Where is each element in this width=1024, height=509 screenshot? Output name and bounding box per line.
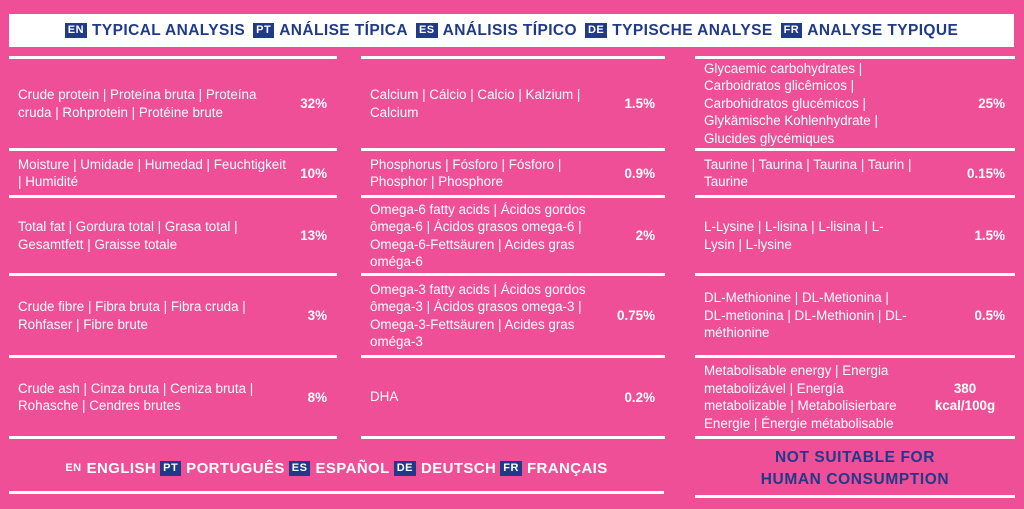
header-item-pt: PT ANÁLISE TÍPICA (253, 22, 408, 40)
nutrient-value: 0.2% (624, 389, 655, 405)
language-code-badge: DE (393, 461, 416, 476)
analysis-row: Calcium | Cálcio | Calcio | Kalzium | Ca… (361, 56, 665, 151)
nutrient-value: 1.5% (624, 96, 655, 111)
analysis-column-1: Crude protein | Proteína bruta | Proteín… (9, 56, 337, 439)
language-code-badge: DE (584, 23, 608, 38)
analysis-row: DL-Methionine | DL-Metionina | DL-metion… (695, 276, 1015, 358)
language-code-badge: PT (253, 23, 275, 38)
analysis-row: Glycaemic carbohydrates | Carboidratos g… (695, 56, 1015, 151)
nutrient-value: 1.5% (974, 228, 1005, 243)
analysis-row: Crude ash | Cinza bruta | Ceniza bruta |… (9, 358, 337, 439)
language-espanol: ES ESPAÑOL (288, 460, 390, 477)
nutrient-value: 0.15% (967, 165, 1005, 181)
nutrient-value: 380 kcal/100g (934, 381, 996, 413)
language-name: FRANÇAIS (526, 460, 608, 477)
nutrient-label: Moisture | Umidade | Humedad | Feuchtigk… (18, 156, 286, 190)
nutrient-value: 8% (307, 389, 327, 405)
language-code-badge: PT (160, 461, 182, 476)
analysis-column-3: Glycaemic carbohydrates | Carboidratos g… (695, 56, 1015, 439)
analysis-row: DHA 0.2% (361, 358, 665, 439)
analysis-row: Crude protein | Proteína bruta | Proteín… (9, 56, 337, 151)
nutrient-value: 3% (307, 308, 327, 323)
language-english: EN ENGLISH (65, 460, 156, 477)
header-item-en: EN TYPICAL ANALYSIS (64, 21, 246, 40)
analysis-row: Moisture | Umidade | Humedad | Feuchtigk… (9, 151, 337, 198)
analysis-row: L-Lysine | L-lisina | L-lisina | L-Lysin… (695, 198, 1015, 276)
language-name: ENGLISH (86, 460, 157, 477)
nutrient-label: Glycaemic carbohydrates | Carboidratos g… (704, 60, 878, 146)
nutrient-value: 0.75% (617, 308, 655, 323)
warning-line-1: NOT SUITABLE FOR (775, 449, 935, 466)
analysis-column-2: Calcium | Cálcio | Calcio | Kalzium | Ca… (361, 56, 665, 439)
nutrient-label: Metabolisable energy | Energia metaboliz… (704, 363, 897, 431)
analysis-row: Omega-6 fatty acids | Ácidos gordos ômeg… (361, 198, 665, 276)
language-code-badge: ES (288, 461, 311, 476)
header-item-de: DE TYPISCHE ANALYSE (584, 21, 773, 40)
language-portugues: PT PORTUGUÊS (160, 460, 285, 477)
language-code-badge: EN (65, 462, 82, 474)
nutrient-value: 32% (300, 96, 327, 111)
nutrient-value: 0.5% (974, 308, 1005, 323)
language-code-badge: FR (500, 461, 522, 476)
analysis-header: EN TYPICAL ANALYSIS PT ANÁLISE TÍPICA ES… (9, 14, 1014, 47)
nutrient-label: Phosphorus | Fósforo | Fósforo | Phospho… (370, 156, 562, 190)
header-title: ANÁLISIS TÍPICO (442, 21, 577, 39)
language-name: ESPAÑOL (315, 460, 390, 477)
nutrient-label: DL-Methionine | DL-Metionina | DL-metion… (704, 290, 907, 341)
header-title: ANALYSE TYPIQUE (807, 21, 959, 39)
language-code-badge: ES (415, 23, 438, 38)
nutrient-label: L-Lysine | L-lisina | L-lisina | L-Lysin… (704, 219, 884, 252)
language-code-badge: EN (64, 23, 88, 38)
analysis-row: Crude fibre | Fibra bruta | Fibra cruda … (9, 276, 337, 358)
header-title: ANÁLISE TÍPICA (279, 21, 408, 39)
nutrient-value: 10% (300, 165, 327, 181)
nutrient-label: Crude protein | Proteína bruta | Proteín… (18, 87, 257, 120)
nutrient-value: 13% (300, 228, 327, 243)
nutrient-label: DHA (370, 389, 399, 405)
nutrient-value: 2% (635, 228, 655, 243)
warning-line-2: HUMAN CONSUMPTION (760, 471, 950, 488)
nutrient-value: 0.9% (624, 165, 655, 181)
analysis-row: Metabolisable energy | Energia metaboliz… (695, 358, 1015, 439)
analysis-row: Phosphorus | Fósforo | Fósforo | Phospho… (361, 151, 665, 198)
header-item-fr: FR ANALYSE TYPIQUE (780, 21, 959, 40)
language-list: EN ENGLISH PT PORTUGUÊS ES ESPAÑOL DE DE… (9, 446, 664, 494)
header-title: TYPICAL ANALYSIS (92, 21, 246, 39)
nutrient-label: Crude fibre | Fibra bruta | Fibra cruda … (18, 299, 246, 332)
nutrient-label: Taurine | Taurina | Taurina | Taurin | T… (704, 156, 912, 190)
language-name: DEUTSCH (420, 460, 497, 477)
analysis-row: Total fat | Gordura total | Grasa total … (9, 198, 337, 276)
consumption-warning: NOT SUITABLE FOR HUMAN CONSUMPTION (695, 443, 1015, 498)
header-item-es: ES ANÁLISIS TÍPICO (415, 21, 577, 40)
nutrient-label: Calcium | Cálcio | Calcio | Kalzium | Ca… (370, 87, 581, 120)
nutrient-label: Total fat | Gordura total | Grasa total … (18, 219, 238, 252)
analysis-row: Omega-3 fatty acids | Ácidos gordos ômeg… (361, 276, 665, 358)
nutrient-label: Omega-6 fatty acids | Ácidos gordos ômeg… (370, 201, 586, 270)
nutrient-value: 25% (978, 96, 1005, 111)
header-title: TYPISCHE ANALYSE (612, 21, 773, 39)
nutrient-label: Omega-3 fatty acids | Ácidos gordos ômeg… (370, 281, 586, 350)
nutrient-label: Crude ash | Cinza bruta | Ceniza bruta |… (18, 380, 254, 414)
language-code-badge: FR (780, 23, 803, 38)
language-francais: FR FRANÇAIS (500, 460, 607, 477)
analysis-row: Taurine | Taurina | Taurina | Taurin | T… (695, 151, 1015, 198)
language-deutsch: DE DEUTSCH (393, 460, 497, 477)
language-name: PORTUGUÊS (186, 460, 285, 477)
